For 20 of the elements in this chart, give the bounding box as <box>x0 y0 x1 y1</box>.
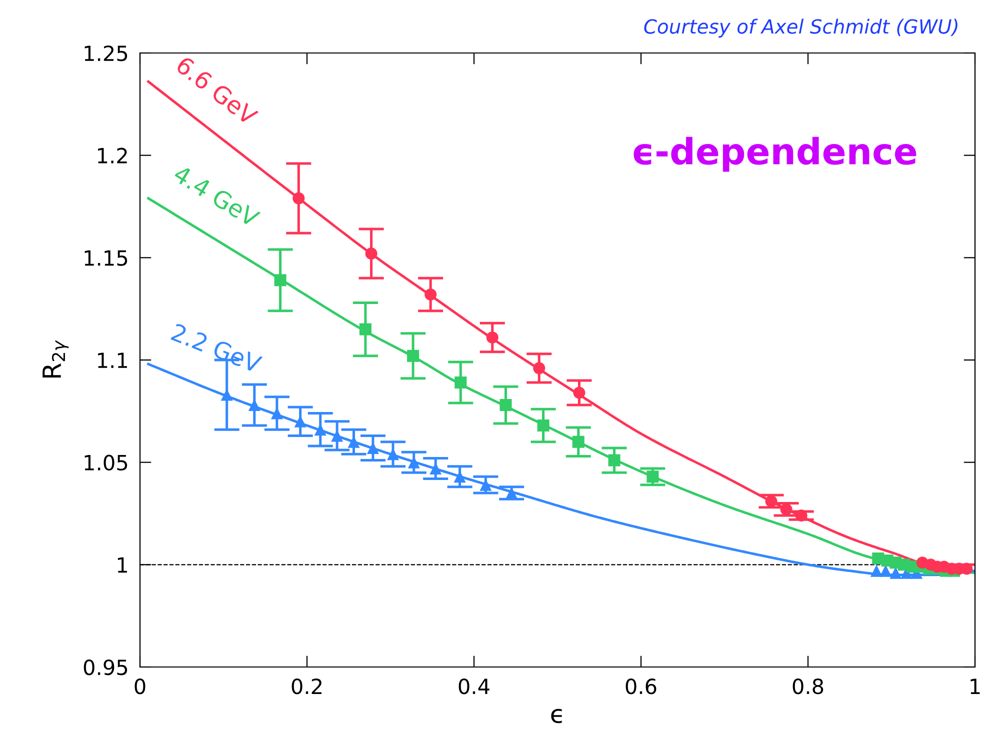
y-tick-label: 1.2 <box>98 148 127 164</box>
text: ϵ-dependence <box>634 136 916 172</box>
x-tick-label: 0.8 <box>792 678 824 694</box>
y-tick-label: 0.95 <box>84 659 128 676</box>
x-axis-title: ϵ <box>551 708 562 724</box>
text: 2.2 GeV <box>170 322 263 374</box>
x-tick-label: 0.6 <box>626 678 656 694</box>
y-tick-label: 1.05 <box>84 454 128 471</box>
text: 4.4 GeV <box>172 164 261 228</box>
y-tick-label: 1.25 <box>84 45 128 62</box>
y-tick-label: 1.15 <box>84 250 128 266</box>
text: 6.6 GeV <box>175 55 259 126</box>
text: Courtesy of Axel Schmidt (GWU) <box>644 18 958 38</box>
x-tick-label: 0.4 <box>458 678 490 694</box>
x-tick-label: 0 <box>134 678 146 694</box>
y-tick-label: 1.1 <box>98 352 127 368</box>
y-tick-label: 1 <box>118 557 127 573</box>
x-tick-label: 0.2 <box>292 678 322 694</box>
y-axis-title: R$_{2γ}$ <box>42 340 69 378</box>
x-tick-label: 1 <box>970 678 980 694</box>
